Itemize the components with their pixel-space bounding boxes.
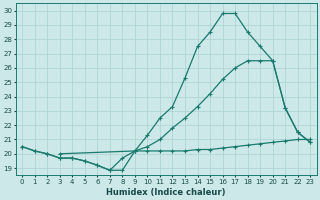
X-axis label: Humidex (Indice chaleur): Humidex (Indice chaleur)	[107, 188, 226, 197]
